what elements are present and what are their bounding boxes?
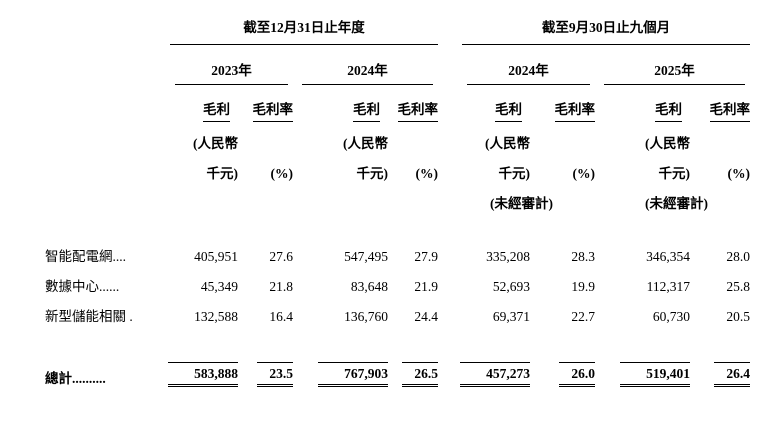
currency-label: (人民幣 xyxy=(193,136,238,151)
col-header-margin: 毛利率 xyxy=(692,85,752,122)
total-row-label: 總計.......... xyxy=(45,371,106,386)
currency-label: (人民幣 xyxy=(645,136,690,151)
group-header-year-ended: 截至12月31日止年度 xyxy=(168,16,440,45)
column-spacer xyxy=(440,122,460,152)
value-cell: 22.7 xyxy=(571,309,595,324)
value-cell: 132,588 xyxy=(194,309,238,324)
group-header-label: 截至12月31日止年度 xyxy=(170,16,438,45)
year-header-2023: 2023年 xyxy=(168,45,295,85)
total-value-cell: 26.5 xyxy=(390,362,440,387)
table-row-smart-grid: 智能配電網.... 405,951 27.6 547,495 27.9 335,… xyxy=(45,240,752,270)
corner-cell xyxy=(45,16,168,45)
value-cell: 547,495 xyxy=(344,249,388,264)
currency-label: (人民幣 xyxy=(485,136,530,151)
value-cell: 346,354 xyxy=(646,249,690,264)
column-spacer xyxy=(440,45,460,85)
unaudited-header-row: (未經審計) (未經審計) xyxy=(45,182,752,212)
group-header-row: 截至12月31日止年度 截至9月30日止九個月 xyxy=(45,16,752,45)
value-cell: 25.8 xyxy=(726,279,750,294)
value-cell: 27.9 xyxy=(414,249,438,264)
value-cell: 28.0 xyxy=(726,249,750,264)
value-cell: 20.5 xyxy=(726,309,750,324)
total-value-cell: 26.0 xyxy=(532,362,597,387)
year-header-9m-2024: 2024年 xyxy=(460,45,597,85)
row-label: 數據中心...... xyxy=(45,279,120,294)
value-cell: 24.4 xyxy=(414,309,438,324)
col-header-gross-profit: 毛利 xyxy=(460,85,532,122)
group-header-nine-months: 截至9月30日止九個月 xyxy=(460,16,752,45)
value-cell: 21.8 xyxy=(269,279,293,294)
total-value-cell: 519,401 xyxy=(597,362,692,387)
row-label: 智能配電網.... xyxy=(45,249,126,264)
currency-header-row: (人民幣 (人民幣 (人民幣 (人民幣 xyxy=(45,122,752,152)
value-cell: 405,951 xyxy=(194,249,238,264)
value-cell: 27.6 xyxy=(269,249,293,264)
value-cell: 60,730 xyxy=(652,309,690,324)
thousand-label: 千元) xyxy=(356,166,389,181)
year-header-9m-2025: 2025年 xyxy=(597,45,752,85)
column-spacer xyxy=(440,362,460,387)
value-cell: 83,648 xyxy=(350,279,388,294)
thousand-label: 千元) xyxy=(206,166,239,181)
total-value-cell: 457,273 xyxy=(460,362,532,387)
gross-profit-table: 截至12月31日止年度 截至9月30日止九個月 2023年 2024年 2024… xyxy=(45,16,752,387)
column-spacer xyxy=(440,85,460,122)
spacer-row xyxy=(45,330,752,362)
column-spacer xyxy=(440,270,460,300)
value-cell: 16.4 xyxy=(269,309,293,324)
col-header-gross-profit: 毛利 xyxy=(168,85,240,122)
total-value-cell: 23.5 xyxy=(240,362,295,387)
percent-label: (%) xyxy=(727,166,751,181)
column-spacer xyxy=(440,240,460,270)
col-header-margin: 毛利率 xyxy=(240,85,295,122)
currency-label: (人民幣 xyxy=(343,136,388,151)
unit-header-row: 千元) (%) 千元) (%) 千元) (%) 千元) (%) xyxy=(45,152,752,182)
value-cell: 69,371 xyxy=(492,309,530,324)
col-header-margin: 毛利率 xyxy=(390,85,440,122)
table-row-total: 總計.......... 583,888 23.5 767,903 26.5 4… xyxy=(45,362,752,387)
unaudited-label: (未經審計) xyxy=(490,196,553,211)
total-value-cell: 26.4 xyxy=(692,362,752,387)
col-header-gross-profit: 毛利 xyxy=(295,85,390,122)
table-row-data-center: 數據中心...... 45,349 21.8 83,648 21.9 52,69… xyxy=(45,270,752,300)
thousand-label: 千元) xyxy=(658,166,691,181)
value-cell: 52,693 xyxy=(492,279,530,294)
year-header-2024: 2024年 xyxy=(295,45,440,85)
thousand-label: 千元) xyxy=(498,166,531,181)
value-cell: 21.9 xyxy=(414,279,438,294)
percent-label: (%) xyxy=(415,166,439,181)
total-value-cell: 767,903 xyxy=(295,362,390,387)
column-spacer xyxy=(440,152,460,182)
percent-label: (%) xyxy=(572,166,596,181)
unaudited-label: (未經審計) xyxy=(645,196,708,211)
group-header-label: 截至9月30日止九個月 xyxy=(462,16,750,45)
column-spacer xyxy=(440,16,460,45)
percent-label: (%) xyxy=(270,166,294,181)
value-cell: 136,760 xyxy=(344,309,388,324)
row-label: 新型儲能相關 . xyxy=(45,309,133,324)
spacer-row xyxy=(45,212,752,240)
column-header-row: 毛利 毛利率 毛利 毛利率 毛利 毛利率 毛利 毛利率 xyxy=(45,85,752,122)
table-row-energy-storage: 新型儲能相關 . 132,588 16.4 136,760 24.4 69,37… xyxy=(45,300,752,330)
value-cell: 45,349 xyxy=(200,279,238,294)
total-value-cell: 583,888 xyxy=(168,362,240,387)
column-spacer xyxy=(440,300,460,330)
column-spacer xyxy=(440,182,460,212)
col-header-gross-profit: 毛利 xyxy=(597,85,692,122)
value-cell: 112,317 xyxy=(646,279,690,294)
value-cell: 335,208 xyxy=(486,249,530,264)
value-cell: 19.9 xyxy=(571,279,595,294)
col-header-margin: 毛利率 xyxy=(532,85,597,122)
year-header-row: 2023年 2024年 2024年 2025年 xyxy=(45,45,752,85)
value-cell: 28.3 xyxy=(571,249,595,264)
